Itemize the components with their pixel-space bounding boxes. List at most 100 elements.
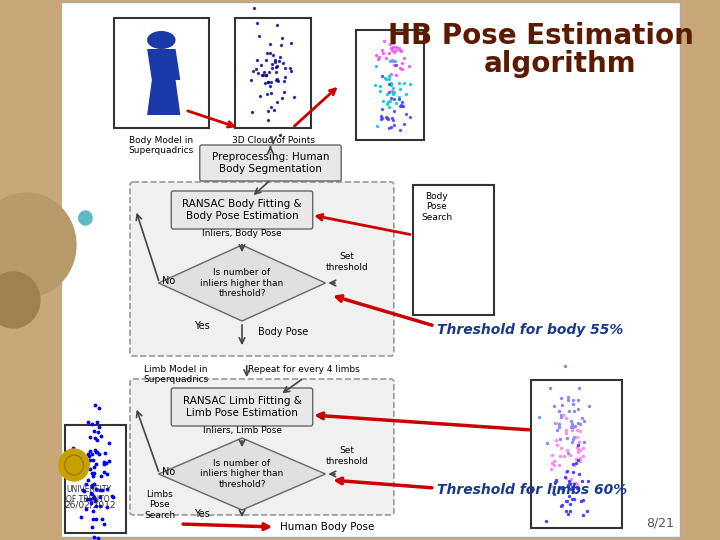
Point [546,482,557,490]
Point [382,114,394,123]
Point [379,74,391,83]
Point [553,420,564,428]
Point [83,476,94,484]
Point [556,401,567,409]
Point [259,79,271,87]
Text: Yes: Yes [194,321,210,331]
Point [265,103,276,111]
Point [98,457,109,466]
Point [583,401,595,410]
Point [555,393,567,402]
Point [550,436,562,444]
Point [575,454,586,462]
Point [385,79,397,87]
Point [381,113,392,122]
Point [566,483,577,492]
Text: HB Pose Estimation: HB Pose Estimation [388,22,694,50]
Point [276,33,287,42]
Point [374,81,385,90]
Point [91,448,102,456]
Circle shape [0,272,40,328]
Point [377,45,388,54]
Point [83,418,94,427]
Point [379,53,391,62]
Point [370,62,382,70]
Point [567,395,579,404]
Point [568,461,580,469]
Point [559,362,570,370]
Point [560,507,572,516]
Point [79,458,91,467]
Point [96,485,108,494]
Point [86,482,97,491]
FancyBboxPatch shape [199,145,341,181]
Text: Is number of
inliers higher than
threshold?: Is number of inliers higher than thresho… [200,459,284,489]
Point [564,500,575,508]
Point [101,484,112,493]
Point [377,105,388,113]
Point [559,452,570,461]
Point [269,56,280,65]
Point [90,460,102,468]
Point [88,456,99,464]
Point [391,43,402,51]
Point [87,507,99,516]
Point [90,501,102,510]
Point [384,124,395,133]
Point [560,426,572,435]
Text: Yes: Yes [194,509,210,519]
Point [562,448,574,457]
Text: UNIVERSITY
OF TRENTO: UNIVERSITY OF TRENTO [66,485,112,504]
Point [258,68,269,77]
Point [274,130,286,139]
Point [565,416,577,425]
Polygon shape [147,49,180,80]
Point [384,102,395,111]
Text: Body Pose: Body Pose [258,327,308,337]
Point [575,420,586,429]
Point [569,478,580,487]
Point [89,462,100,471]
Point [389,57,400,66]
Bar [531,380,621,528]
Point [565,475,577,483]
Point [103,456,114,465]
Point [555,413,567,421]
Point [385,44,397,52]
Point [370,50,382,59]
Point [107,492,118,501]
Point [544,384,556,393]
Point [89,446,101,454]
Point [374,53,385,62]
Point [279,87,290,96]
Point [274,52,285,61]
Point [562,434,573,443]
Text: Inliers, Body Pose: Inliers, Body Pose [202,229,282,238]
Point [555,502,567,510]
Point [89,401,100,409]
Point [572,404,584,413]
Point [549,419,560,428]
Point [382,98,394,107]
Circle shape [0,193,76,297]
Point [562,509,573,518]
Point [568,494,580,503]
Point [89,480,100,488]
Point [559,473,571,482]
Point [262,78,274,86]
Point [251,19,263,28]
Point [89,434,101,442]
Point [81,480,92,489]
Point [253,69,264,77]
Point [567,422,578,431]
Point [398,54,410,63]
Point [246,108,257,117]
Point [572,418,584,427]
Point [556,484,567,492]
Point [89,426,100,435]
Point [95,472,107,481]
Point [572,395,584,404]
Point [89,492,100,501]
Point [404,113,415,122]
Point [564,485,576,494]
